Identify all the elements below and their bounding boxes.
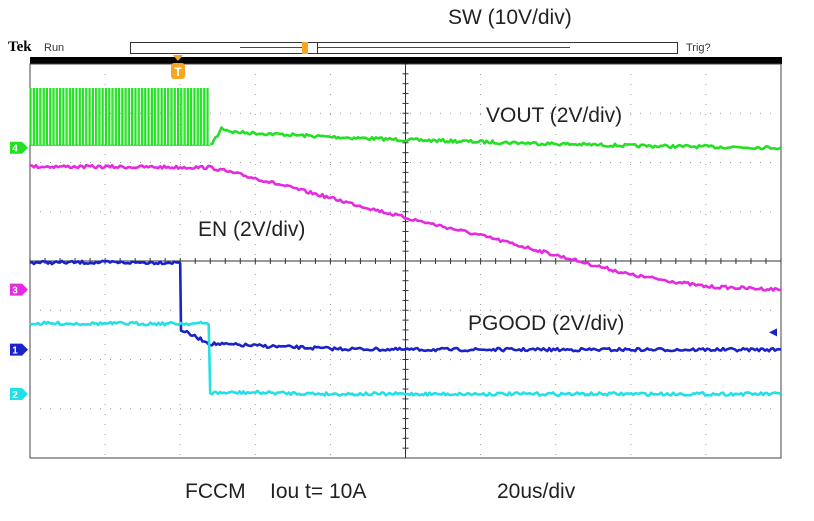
trigger-position-marker xyxy=(302,42,308,54)
scope-grid xyxy=(29,63,782,459)
sw-switching-burst xyxy=(29,88,211,146)
en-label: EN (2V/div) xyxy=(198,218,306,241)
vout-label: VOUT (2V/div) xyxy=(486,104,623,127)
mode-label: FCCM xyxy=(185,480,246,503)
pgood-light--trace xyxy=(29,320,782,397)
timebase-label: 20us/div xyxy=(497,480,576,503)
channel-marker-1: 1 xyxy=(10,343,28,357)
trigger-marker: T xyxy=(171,55,185,79)
trigger-label: T xyxy=(174,65,182,79)
trigger-arrow-icon xyxy=(173,55,183,61)
level-arrow-icon xyxy=(769,328,777,337)
run-state: Run xyxy=(44,42,65,54)
channel-marker-label: 1 xyxy=(12,346,18,357)
trigger-box xyxy=(171,63,185,79)
sw-trace xyxy=(209,126,782,151)
channel-marker-shape xyxy=(10,283,28,296)
channel-marker-label: 3 xyxy=(12,286,18,297)
record-view-box xyxy=(130,42,678,54)
channel-marker-3: 3 xyxy=(10,283,28,297)
sw-label: SW (10V/div) xyxy=(448,6,572,29)
screen-top-bar xyxy=(30,57,782,64)
en-trace xyxy=(29,163,782,292)
channel-marker-2: 2 xyxy=(10,387,28,401)
scope-markers: 4 3 1 2 T xyxy=(10,55,777,401)
channel-marker-shape xyxy=(10,141,28,154)
pgood-dark--trace xyxy=(29,259,782,353)
load-label: Iou t= 10A xyxy=(270,480,367,503)
pgood-label: PGOOD (2V/div) xyxy=(468,312,625,335)
scope-traces xyxy=(29,88,782,397)
trigger-state: Trig? xyxy=(686,42,711,54)
channel-marker-shape xyxy=(10,387,28,400)
brand-logo: Tek xyxy=(8,39,32,55)
channel-marker-label: 2 xyxy=(12,390,18,401)
channel-marker-label: 4 xyxy=(12,144,18,155)
channel-marker-shape xyxy=(10,343,28,356)
record-length-line xyxy=(240,47,570,48)
channel-marker-4: 4 xyxy=(10,141,28,155)
